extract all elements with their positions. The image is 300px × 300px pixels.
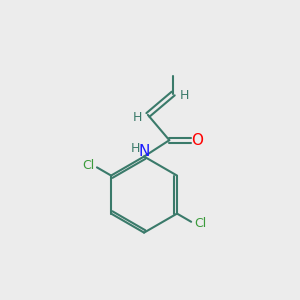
Text: H: H [133,111,142,124]
Text: Cl: Cl [194,217,206,230]
Text: N: N [139,144,150,159]
Text: H: H [180,88,189,101]
Text: O: O [191,133,203,148]
Text: Cl: Cl [82,159,95,172]
Text: H: H [131,142,140,155]
